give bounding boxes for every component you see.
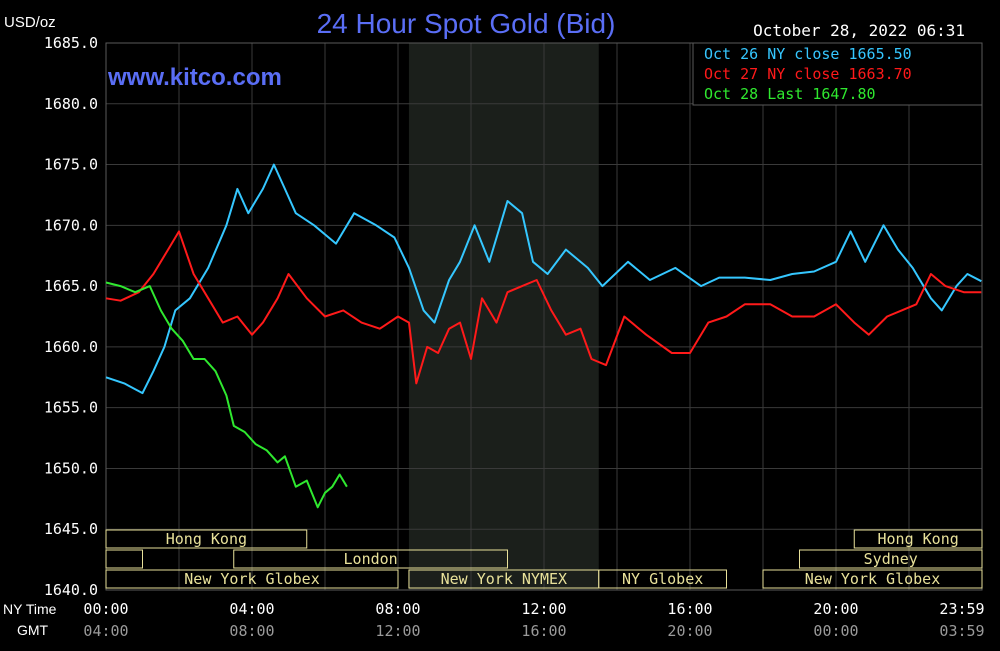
session-box-frame [853, 529, 983, 549]
x-tick-label-ny: 00:00 [83, 600, 128, 618]
x-tick-label-gmt: 12:00 [375, 622, 420, 640]
watermark: www.kitco.com [107, 64, 282, 91]
y-tick-label: 1650.0 [44, 459, 98, 477]
price-lines [105, 163, 982, 509]
y-tick-label: 1670.0 [44, 216, 98, 234]
x-tick-label-gmt: 20:00 [667, 622, 712, 640]
legend: Oct 26 NY close 1665.50 Oct 27 NY close … [692, 42, 983, 106]
unit-label: USD/oz [4, 14, 56, 31]
y-tick-label: 1655.0 [44, 399, 98, 417]
x-tick-label-gmt: 16:00 [521, 622, 566, 640]
session-box: Sydney [799, 549, 983, 569]
x-tick-label-ny: 23:59 [939, 600, 984, 618]
session-box-frame [105, 569, 399, 589]
session-box: NY Globex [598, 569, 727, 589]
session-label: Hong Kong [166, 530, 247, 548]
y-tick-label: 1660.0 [44, 338, 98, 356]
y-tick-label: 1685.0 [44, 34, 98, 52]
ny-time-label: NY Time [3, 601, 57, 617]
chart-title: 24 Hour Spot Gold (Bid) [317, 8, 616, 39]
legend-box [692, 42, 983, 106]
session-box: Hong Kong [853, 529, 983, 549]
x-tick-label-gmt: 00:00 [813, 622, 858, 640]
legend-entry-oct28: Oct 28 Last 1647.80 [704, 85, 876, 103]
grid-lines [106, 42, 982, 591]
y-tick-label: 1640.0 [44, 581, 98, 599]
x-tick-label-gmt: 08:00 [229, 622, 274, 640]
session-label: London [344, 550, 398, 568]
x-axis: 00:00 04:00 08:00 12:00 16:00 20:00 23:59 04:00… [83, 600, 984, 640]
legend-entry-oct27: Oct 27 NY close 1663.70 [704, 65, 912, 83]
y-axis: 1685.0 1680.0 1675.0 1670.0 1665.0 1660.0 1655… [44, 34, 98, 599]
session-box: London [233, 549, 508, 569]
x-tick-label-ny: 16:00 [667, 600, 712, 618]
x-tick-label-ny: 20:00 [813, 600, 858, 618]
session-box-frame [799, 549, 983, 569]
y-tick-label: 1675.0 [44, 156, 98, 174]
session-box: New York Globex [105, 569, 399, 589]
x-tick-label-ny: 08:00 [375, 600, 420, 618]
session-label: Hong Kong [877, 530, 958, 548]
y-tick-label: 1645.0 [44, 520, 98, 538]
x-tick-label-ny: 04:00 [229, 600, 274, 618]
session-label: New York Globex [184, 570, 319, 588]
legend-entry-oct26: Oct 26 NY close 1665.50 [704, 45, 912, 63]
timestamp: October 28, 2022 06:31 [753, 21, 965, 40]
session-box [105, 549, 143, 569]
session-box-frame [105, 549, 143, 569]
session-label: New York Globex [805, 570, 940, 588]
session-label: NY Globex [622, 570, 703, 588]
x-tick-label-ny: 12:00 [521, 600, 566, 618]
y-tick-label: 1680.0 [44, 95, 98, 113]
trading-sessions: Hong Kong London New York Globex New York N… [105, 529, 983, 589]
session-box-frame [233, 549, 508, 569]
series-line-oct27 [105, 230, 982, 385]
session-label: Sydney [864, 550, 918, 568]
series-line-oct28 [105, 281, 348, 509]
gmt-label: GMT [17, 622, 49, 638]
series-line-oct26 [105, 163, 982, 395]
y-tick-label: 1665.0 [44, 277, 98, 295]
nymex-shaded-region [408, 43, 599, 590]
plot-frame [105, 42, 983, 591]
session-box: Hong Kong [105, 529, 308, 549]
session-box: New York Globex [762, 569, 983, 589]
x-tick-label-gmt: 04:00 [83, 622, 128, 640]
session-box-frame [105, 529, 308, 549]
session-label: New York NYMEX [441, 570, 567, 588]
session-box-frame [762, 569, 983, 589]
session-box-frame [598, 569, 727, 589]
x-tick-label-gmt: 03:59 [939, 622, 984, 640]
